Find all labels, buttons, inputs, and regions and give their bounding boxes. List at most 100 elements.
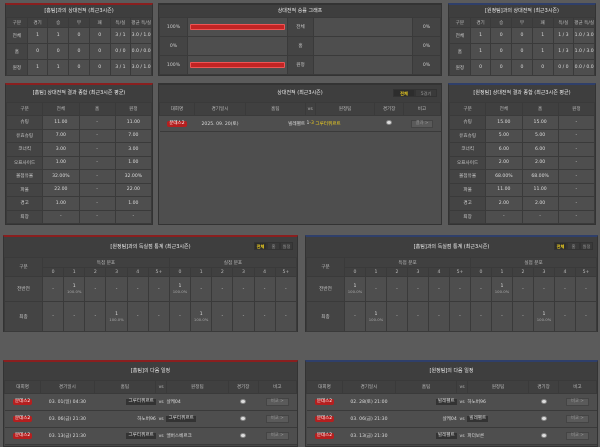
stadium-cell	[228, 427, 259, 445]
match-date: 03. 01(일) 04:30	[40, 393, 94, 411]
tab-all[interactable]: 전체	[554, 242, 567, 250]
stadium-icon	[540, 415, 547, 421]
count-value: -	[52, 314, 54, 319]
away-team-cell: 파더보른	[467, 427, 529, 445]
stats-away-table: 구분 전체 홈 원정 슈팅 15.00 15.00- 유효슈팅 5.00 5.00- 코너킥 6.00…	[448, 102, 596, 224]
cell-value: -	[78, 196, 116, 211]
table-row: 오프사이드 2.00 2.00-	[448, 155, 596, 170]
column-header: 경기일시	[193, 102, 247, 116]
tab-all[interactable]: 전체	[393, 89, 415, 97]
tab-home[interactable]: 홈	[567, 242, 580, 250]
column-header: 경기	[469, 17, 492, 28]
bucket-header: 2	[512, 267, 534, 277]
count-value: -	[285, 286, 287, 292]
title-text: [원정팀]과의 득실점 통계 (최근3시즌)	[110, 244, 191, 250]
league-badge[interactable]: 분데스2	[12, 433, 33, 439]
left-win-bar	[190, 24, 285, 30]
bucket-header: 4	[126, 267, 149, 277]
distribution-cell: -	[211, 301, 234, 332]
right-bar-track	[313, 36, 413, 56]
stats-away-panel: [원정팀] 상대전적 결과 종합 (최근3시즌 평균) 구분 전체 홈 원정 슈팅 15.…	[448, 83, 596, 225]
cell-value: 3.00	[114, 142, 153, 157]
tab-away[interactable]: 원정	[580, 242, 593, 250]
distribution-cell: -	[84, 301, 107, 332]
league-badge[interactable]: 분데스2	[314, 433, 335, 439]
column-header: 경기장	[227, 380, 259, 394]
distribution-cell: 1 100.0%	[168, 276, 192, 302]
percent-value: 100.0%	[109, 316, 124, 322]
action-cell: 비교 >	[558, 393, 597, 411]
cell-value: 11.00	[114, 115, 153, 130]
distribution-cell: -	[470, 276, 492, 302]
cell-value: 1.0 / 3.0	[573, 27, 595, 44]
left-bar-track	[187, 55, 288, 75]
bucket-header: 2	[211, 267, 234, 277]
count-value: -	[375, 286, 377, 292]
table-row: 유효슈팅 5.00 5.00-	[448, 128, 596, 143]
row-label: 볼점유율	[5, 169, 44, 184]
cell-value: -	[557, 182, 596, 197]
stadium-cell	[528, 410, 559, 428]
graph-row: 0% 홈 0%	[159, 36, 441, 56]
cell-value: 1.00	[114, 196, 153, 211]
league-cell: 분데스2	[4, 427, 41, 445]
home-team-cell: 하노버96	[94, 410, 156, 428]
count-value: -	[263, 314, 266, 319]
league-badge[interactable]: 분데스2	[167, 120, 187, 127]
distribution-cell: -	[575, 301, 597, 332]
vs-label: vs	[158, 416, 164, 422]
tab-home[interactable]: 홈	[267, 242, 280, 250]
cell-value: 1	[531, 27, 554, 44]
distribution-cell: -	[126, 301, 149, 332]
distribution-cell: -	[449, 276, 471, 302]
table-row: 전반전 -1 100.0% - - - -1 100.0% - - - - -	[4, 276, 298, 302]
cell-value: -	[78, 115, 116, 130]
compare-button[interactable]: 비교 >	[265, 398, 289, 406]
row-label: 경고	[5, 196, 44, 211]
cell-value: 0 / 0	[109, 43, 132, 60]
panel-title: [원정팀] 상대전적 결과 종합 (최근3시즌 평균)	[449, 85, 595, 102]
league-cell: 분데스2	[159, 115, 195, 132]
league-badge[interactable]: 분데스2	[314, 399, 335, 405]
compare-button[interactable]: 비교 >	[265, 415, 289, 423]
compare-button[interactable]: 비교 >	[265, 432, 289, 440]
count-value: -	[459, 314, 461, 319]
result-button[interactable]: 결과 >	[410, 119, 434, 128]
league-badge[interactable]: 분데스2	[314, 416, 335, 422]
bucket-header: 3	[533, 267, 555, 277]
home-team-cell: 그루터퓌르트	[94, 427, 156, 445]
match-date: 03. 13(금) 21:30	[40, 427, 94, 445]
league-badge[interactable]: 분데스2	[12, 416, 33, 422]
table-row: 파울 11.00 11.00-	[448, 182, 596, 197]
panel-title: [원정팀]의 다음 일정	[306, 362, 597, 380]
tab-all[interactable]: 전체	[254, 242, 267, 250]
cell-value: -	[557, 115, 596, 130]
count-value: -	[179, 314, 181, 319]
count-value: -	[285, 314, 287, 319]
distribution-cell: -	[533, 276, 555, 302]
distribution-cell: -	[126, 276, 149, 302]
cell-value: -	[485, 209, 523, 224]
tab-away[interactable]: 원정	[280, 242, 293, 250]
compare-button[interactable]: 비교 >	[565, 432, 589, 440]
count-value: 1	[178, 284, 182, 289]
percent-value: 100.0%	[193, 316, 209, 322]
cell-value: 0	[68, 43, 90, 60]
tab-5-games[interactable]: 5경기	[415, 89, 437, 97]
cell-value: 0	[47, 43, 70, 60]
compare-button[interactable]: 비교 >	[565, 415, 589, 423]
stadium-icon	[386, 120, 393, 125]
away-team: 그루터퓌르트	[166, 416, 196, 422]
count-value: -	[417, 314, 419, 319]
compare-button[interactable]: 비교 >	[565, 398, 589, 406]
cell-value: -	[78, 155, 116, 170]
distribution-cell: -	[168, 301, 192, 332]
league-badge[interactable]: 분데스2	[12, 399, 33, 405]
league-cell: 분데스2	[306, 410, 343, 428]
cell-value: 7.00	[114, 128, 153, 143]
header-row: 대회명 경기일시 홈팀 vs 원정팀 경기장 비고	[306, 380, 598, 394]
bucket-header-row: 0 1 2 3 4 5+ 0 1 2 3 4 5+	[5, 267, 298, 277]
distribution-cell: -	[470, 301, 492, 332]
table-row: 경고 1.00-1.00	[5, 196, 153, 211]
cell-value: 3 / 1	[109, 27, 132, 44]
